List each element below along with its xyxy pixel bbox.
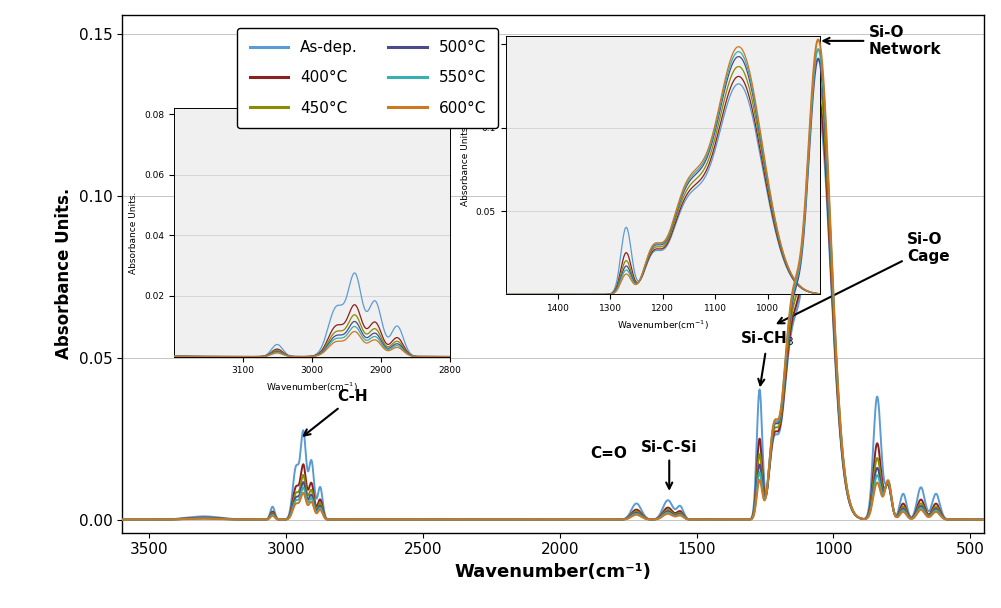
600°C <box>609 516 621 523</box>
X-axis label: Wavenumber(cm⁻¹): Wavenumber(cm⁻¹) <box>454 563 652 581</box>
Text: Si-C-Si: Si-C-Si <box>641 440 698 489</box>
500°C <box>351 516 363 523</box>
600°C <box>351 516 363 523</box>
500°C <box>812 55 824 63</box>
450°C <box>142 516 154 523</box>
Line: 550°C: 550°C <box>122 49 984 520</box>
450°C <box>531 516 543 523</box>
500°C <box>531 516 543 523</box>
400°C <box>351 516 363 523</box>
550°C <box>142 516 154 523</box>
550°C <box>185 515 197 522</box>
Line: 600°C: 600°C <box>122 40 984 520</box>
450°C <box>609 516 621 523</box>
550°C <box>616 516 628 523</box>
As-dep. <box>531 516 543 523</box>
400°C <box>116 516 128 523</box>
Text: Si-CH$_3$: Si-CH$_3$ <box>741 330 795 385</box>
500°C <box>609 516 621 523</box>
As-dep. <box>351 516 363 523</box>
Line: As-dep.: As-dep. <box>122 111 984 520</box>
550°C <box>351 516 363 523</box>
500°C <box>616 516 628 523</box>
As-dep. <box>116 516 128 523</box>
400°C <box>569 516 581 523</box>
Y-axis label: Absorbance Units.: Absorbance Units. <box>55 188 73 359</box>
500°C <box>569 516 581 523</box>
400°C <box>142 516 154 523</box>
550°C <box>812 46 824 53</box>
600°C <box>978 516 990 523</box>
600°C <box>812 36 824 43</box>
450°C <box>569 516 581 523</box>
Text: Si-O
Network: Si-O Network <box>824 25 942 57</box>
550°C <box>978 516 990 523</box>
400°C <box>531 516 543 523</box>
Line: 500°C: 500°C <box>122 59 984 520</box>
As-dep. <box>569 516 581 523</box>
600°C <box>185 515 197 522</box>
400°C <box>978 516 990 523</box>
As-dep. <box>142 516 154 523</box>
600°C <box>116 516 128 523</box>
500°C <box>116 516 128 523</box>
Text: C=O: C=O <box>591 446 628 461</box>
Text: Si-O
Cage: Si-O Cage <box>778 232 950 323</box>
600°C <box>569 516 581 523</box>
400°C <box>812 94 824 101</box>
500°C <box>185 515 197 522</box>
As-dep. <box>812 108 824 115</box>
550°C <box>116 516 128 523</box>
450°C <box>616 516 628 523</box>
As-dep. <box>978 516 990 523</box>
600°C <box>616 516 628 523</box>
Line: 450°C: 450°C <box>122 78 984 520</box>
As-dep. <box>616 516 628 523</box>
400°C <box>616 516 628 523</box>
Legend: As-dep., 400°C, 450°C, 500°C, 550°C, 600°C: As-dep., 400°C, 450°C, 500°C, 550°C, 600… <box>237 28 498 128</box>
500°C <box>978 516 990 523</box>
450°C <box>812 74 824 81</box>
As-dep. <box>185 514 197 521</box>
450°C <box>116 516 128 523</box>
Text: C-H: C-H <box>304 389 368 435</box>
Line: 400°C: 400°C <box>122 97 984 520</box>
400°C <box>609 516 621 523</box>
As-dep. <box>609 516 621 523</box>
600°C <box>531 516 543 523</box>
400°C <box>185 514 197 522</box>
550°C <box>609 516 621 523</box>
450°C <box>351 516 363 523</box>
450°C <box>978 516 990 523</box>
600°C <box>142 516 154 523</box>
550°C <box>569 516 581 523</box>
450°C <box>185 515 197 522</box>
500°C <box>142 516 154 523</box>
550°C <box>531 516 543 523</box>
